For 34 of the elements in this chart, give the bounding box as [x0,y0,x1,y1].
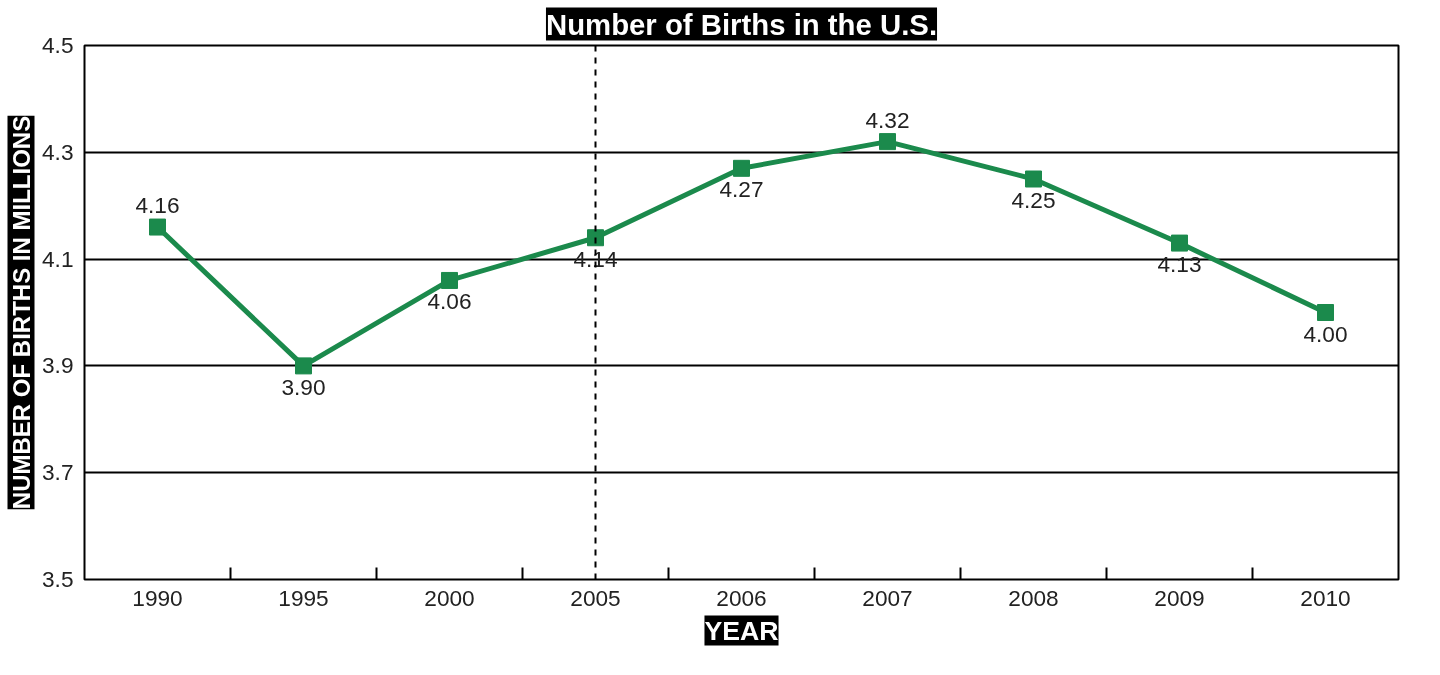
data-label: 4.16 [135,192,180,219]
point [587,229,604,247]
point [1171,234,1188,252]
chart-title: Number of Births in the U.S. [545,7,938,41]
point [733,159,750,177]
x-tick-label: 2006 [716,584,767,611]
x-tick-label: 2000 [424,584,475,611]
y-tick-label: 4.3 [42,138,74,165]
data-label: 4.27 [719,176,764,203]
x-tick-label: 1995 [278,584,329,611]
x-tick-label: 2005 [570,584,621,611]
point [149,218,166,236]
point [879,133,896,151]
x-tick-label: 2008 [1008,584,1059,611]
point [441,271,458,289]
point [1025,170,1042,188]
x-tick-label: 1990 [132,584,183,611]
y-tick-label: 3.5 [42,566,74,592]
data-label: 4.00 [1303,320,1348,347]
data-label: 4.06 [427,288,472,315]
y-tick-label: 4.5 [42,32,74,58]
point [295,357,312,375]
x-tick-label: 2010 [1300,584,1351,611]
data-label: 3.90 [281,373,326,400]
y-tick-label: 4.1 [42,245,74,272]
x-tick-label: 2007 [862,584,913,611]
data-label: 4.32 [865,106,910,133]
data-label: 4.25 [1011,187,1056,213]
point [1317,304,1334,321]
y-axis-title: NUMBER OF BIRTHS IN MILLIONS [7,115,35,510]
x-tick-label: 2009 [1154,584,1205,611]
y-tick-label: 3.7 [42,459,74,486]
y-tick-label: 3.9 [42,352,74,379]
x-axis-title: YEAR [704,615,779,646]
